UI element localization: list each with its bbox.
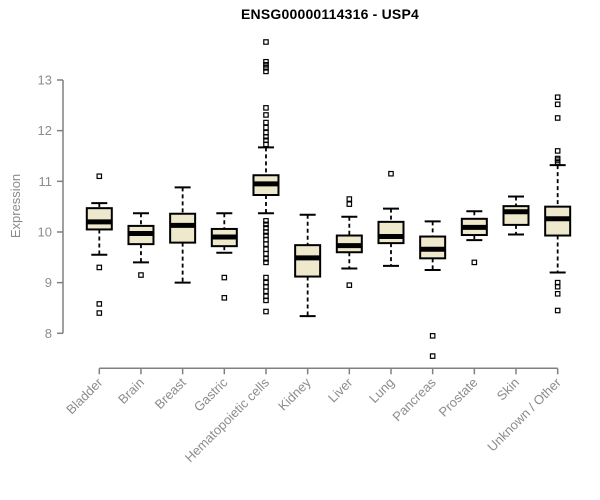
box-group-breast — [169, 186, 197, 284]
outlier-point — [263, 112, 269, 118]
x-tick-label-skin: Skin — [494, 375, 522, 403]
x-tick-label-lung: Lung — [366, 375, 397, 406]
box-group-unknown-other — [544, 94, 572, 314]
iqr-box — [294, 244, 322, 278]
iqr-box — [169, 212, 197, 244]
outlier-point — [263, 259, 269, 266]
outlier-point — [554, 159, 561, 165]
y-tick-label: 9 — [45, 275, 52, 290]
y-axis: 8 9 10 11 12 13 — [38, 73, 64, 341]
y-tick-label: 11 — [39, 174, 53, 189]
outlier-point — [263, 274, 269, 281]
outlier-point — [554, 94, 561, 101]
outlier-point — [554, 283, 561, 290]
outlier-point — [263, 68, 269, 75]
outlier-point — [96, 264, 103, 271]
outlier-point — [263, 229, 269, 235]
outlier-point — [263, 246, 269, 253]
outlier-point — [96, 173, 103, 180]
box-group-kidney — [294, 213, 322, 318]
outlier-point — [263, 141, 269, 148]
box-group-bladder — [85, 173, 113, 316]
outlier-point — [554, 290, 561, 297]
outlier-point — [221, 274, 228, 281]
box-group-gastric — [210, 212, 238, 301]
outlier-point — [554, 148, 561, 154]
iqr-box — [502, 205, 530, 226]
box-group-skin — [502, 195, 530, 236]
iqr-box — [85, 207, 113, 231]
outlier-point — [429, 353, 436, 359]
outlier-point — [263, 62, 269, 68]
outlier-point — [263, 133, 269, 140]
x-tick-label-kidney: Kidney — [275, 374, 314, 413]
outlier-point — [554, 307, 561, 314]
outlier-point — [263, 218, 269, 224]
x-tick-label-bladder: Bladder — [63, 374, 106, 417]
x-tick-label-gastric: Gastric — [191, 374, 231, 414]
outlier-point — [263, 221, 269, 228]
y-tick-label: 12 — [38, 123, 52, 138]
x-tick-label-pancreas: Pancreas — [389, 374, 439, 424]
chart-title: ENSG00000114316 - USP4 — [241, 6, 419, 22]
outlier-point — [263, 256, 269, 262]
x-tick-label-breast: Breast — [152, 375, 189, 412]
outlier-point — [263, 250, 269, 257]
outlier-point — [263, 288, 269, 295]
outlier-point — [96, 310, 103, 316]
outlier-point — [388, 170, 394, 177]
x-tick-label-liver: Liver — [325, 374, 356, 405]
box-group-brain — [127, 212, 155, 278]
outlier-point — [263, 297, 269, 304]
outlier-point — [263, 39, 269, 45]
outlier-point — [346, 201, 353, 207]
box-group-lung — [377, 170, 405, 267]
iqr-box — [377, 220, 405, 245]
y-tick-label: 8 — [45, 326, 52, 341]
outlier-point — [471, 259, 478, 266]
box-group-prostate — [460, 210, 488, 266]
outlier-point — [263, 65, 269, 71]
outlier-point — [429, 333, 436, 339]
y-tick-label: 13 — [38, 73, 52, 88]
outlier-point — [263, 241, 269, 247]
outlier-point — [554, 101, 561, 108]
outlier-point — [346, 282, 353, 288]
x-tick-label-unknown-other: Unknown / Other — [484, 374, 564, 454]
box-group-pancreas — [419, 220, 447, 359]
box-group-liver — [335, 196, 363, 288]
y-tick-label: 10 — [38, 224, 52, 239]
outlier-point — [554, 115, 561, 121]
x-tick-label-brain: Brain — [115, 375, 147, 407]
outlier-point — [96, 301, 103, 307]
outlier-point — [263, 124, 269, 131]
box-group-hematopoietic-cells — [252, 39, 280, 315]
outlier-point — [221, 295, 228, 301]
outlier-point — [263, 105, 269, 111]
x-tick-label-prostate: Prostate — [436, 375, 481, 420]
outlier-point — [346, 196, 353, 202]
outlier-point — [138, 272, 144, 278]
outlier-point — [263, 58, 269, 65]
outlier-point — [263, 119, 269, 126]
outlier-point — [263, 308, 269, 315]
